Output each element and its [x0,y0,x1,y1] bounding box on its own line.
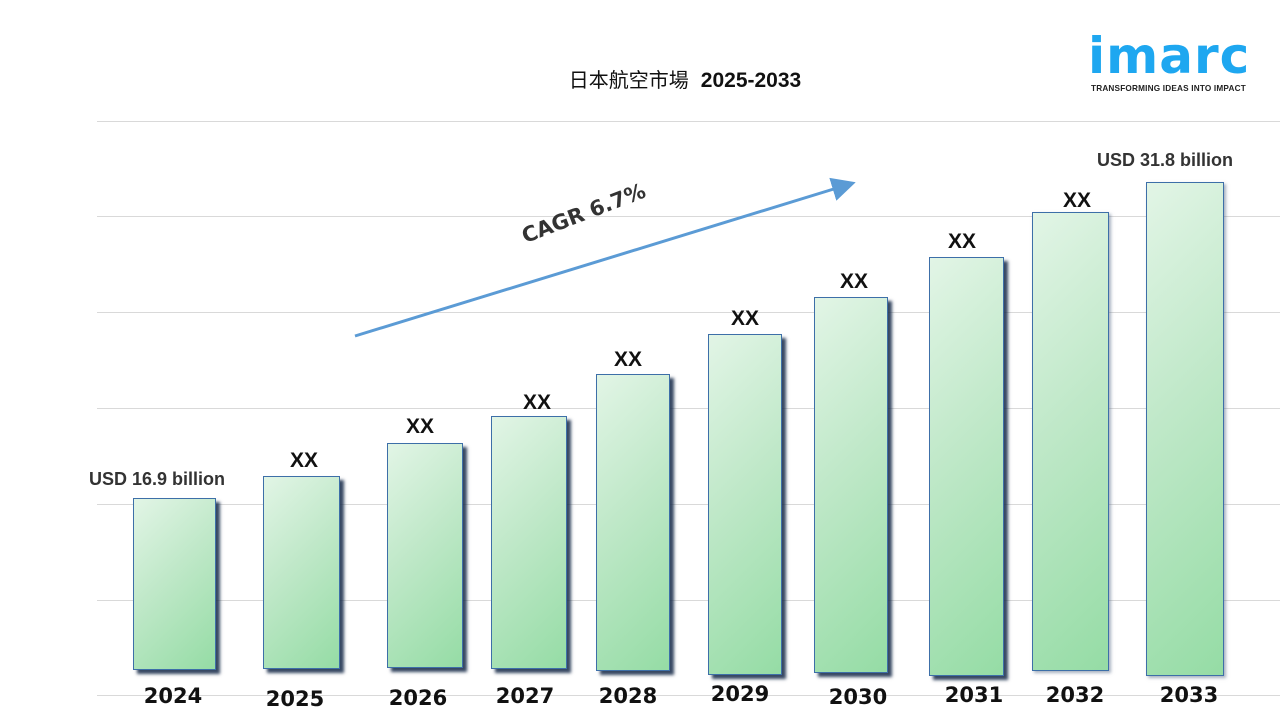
x-axis-label: 2027 [495,684,555,708]
gridline [97,121,1280,122]
x-axis-label: 2030 [828,685,888,709]
gridline [97,216,1280,217]
bar-2033 [1146,182,1224,676]
bar-value-label: XX [613,348,642,371]
bar-value-label: XX [947,230,976,253]
bar-value-label: XX [289,449,318,472]
gridline [97,408,1280,409]
bar-value-label: XX [730,307,759,330]
x-axis-label: 2029 [710,682,770,706]
end-value-label: USD 31.8 billion [1097,150,1234,170]
bar-2026 [387,443,463,668]
bar-2027 [491,416,567,669]
chart-title: 日本航空市場 2025-2033 [0,64,1280,93]
logo-tagline: TRANSFORMING IDEAS INTO IMPACT [1091,84,1246,93]
gridline [97,695,1280,696]
bar-2032 [1032,212,1109,671]
gridline [97,312,1280,313]
bar-value-label: XX [405,415,434,438]
bar-value-label: XX [839,270,868,293]
imarc-logo: imarc TRANSFORMING IDEAS INTO IMPACT [1088,18,1264,98]
bar-2024 [133,498,216,670]
x-axis-label: 2024 [143,684,203,708]
x-axis-label: 2026 [388,686,448,710]
x-axis-label: 2033 [1159,683,1219,707]
bar-2030 [814,297,888,673]
start-value-label: USD 16.9 billion [89,469,226,489]
bar-value-label: XX [522,391,551,414]
x-axis-label: 2032 [1045,683,1105,707]
bar-2031 [929,257,1004,676]
bar-2029 [708,334,782,675]
bar-2028 [596,374,670,671]
x-axis-label: 2031 [944,683,1004,707]
bar-value-label: XX [1062,189,1091,212]
gridline [97,600,1280,601]
chart-title-jp: 日本航空市場 [568,68,689,92]
bar-2025 [263,476,340,669]
logo-wordmark: imarc [1088,27,1251,85]
chart-title-years: 2025-2033 [700,69,802,92]
gridline [97,504,1280,505]
x-axis-label: 2025 [265,687,325,711]
x-axis-label: 2028 [598,684,658,708]
